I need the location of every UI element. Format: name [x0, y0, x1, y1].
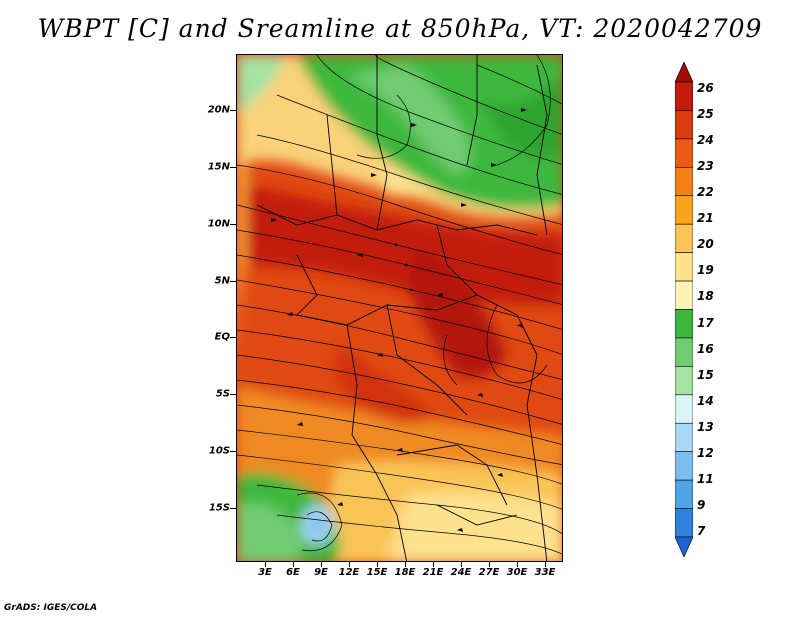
lon-label-21e: 21E [422, 567, 444, 578]
colorbar-segment [674, 479, 694, 509]
lat-tick [230, 224, 236, 225]
colorbar-label: 22 [697, 185, 714, 200]
colorbar-segment [674, 195, 694, 225]
wbpt-map [236, 54, 563, 562]
colorbar-segment [674, 252, 694, 282]
lat-tick [230, 167, 236, 168]
colorbar-label: 14 [697, 393, 714, 408]
colorbar-segment [674, 451, 694, 481]
lat-tick [230, 281, 236, 282]
lat-label-10n: 10N [207, 218, 230, 230]
colorbar-label: 11 [697, 471, 714, 486]
lon-label-15e: 15E [366, 567, 388, 578]
colorbar-label: 7 [697, 524, 706, 538]
colorbar-segment [674, 394, 694, 424]
colorbar-label: 17 [697, 315, 714, 330]
lon-label-33e: 33E [534, 567, 556, 578]
colorbar-label: 15 [697, 367, 714, 382]
colorbar-segment [674, 280, 694, 310]
colorbar-label: 26 [697, 81, 714, 95]
colorbar-segment [674, 422, 694, 452]
lon-label-18e: 18E [394, 567, 416, 578]
lon-label-6e: 6E [286, 567, 300, 578]
colorbar-label: 24 [697, 133, 714, 148]
lon-label-24e: 24E [450, 567, 472, 578]
lon-tick [293, 562, 294, 567]
lon-tick [349, 562, 350, 567]
lon-tick [489, 562, 490, 567]
lat-label-eq: EQ [214, 331, 230, 343]
colorbar-label: 19 [697, 263, 714, 278]
colorbar-label: 21 [697, 211, 714, 226]
colorbar-segment [674, 508, 694, 538]
colorbar-segment [674, 337, 694, 367]
lon-tick [265, 562, 266, 567]
lon-tick [405, 562, 406, 567]
temperature-field [237, 55, 562, 561]
lon-label-27e: 27E [478, 567, 500, 578]
lat-label-5n: 5N [214, 275, 230, 287]
lat-label-10s: 10S [208, 445, 230, 457]
streamline-arrows [271, 108, 527, 532]
lon-tick [545, 562, 546, 567]
lon-tick [461, 562, 462, 567]
colorbar-segment [674, 223, 694, 253]
lat-tick [230, 394, 236, 395]
colorbar-segment [674, 138, 694, 168]
lat-label-20n: 20N [207, 104, 230, 116]
footer-credit: GrADS: IGES/COLA [4, 603, 98, 613]
streamlines [237, 55, 562, 555]
lon-label-3e: 3E [258, 567, 272, 578]
colorbar-segment [674, 110, 694, 140]
country-borders [256, 55, 548, 561]
colorbar-label: 9 [697, 497, 706, 512]
lon-tick [433, 562, 434, 567]
colorbar-segment [674, 167, 694, 197]
colorbar-label: 18 [697, 289, 714, 304]
lon-label-9e: 9E [314, 567, 328, 578]
colorbar [674, 61, 694, 558]
colorbar-label: 23 [697, 159, 714, 174]
lat-tick [230, 451, 236, 452]
colorbar-label: 20 [697, 237, 714, 252]
lat-label-5s: 5S [215, 388, 230, 400]
colorbar-segment [674, 81, 694, 111]
lat-tick [230, 508, 236, 509]
colorbar-cap-bottom [674, 536, 694, 558]
colorbar-label: 12 [697, 445, 714, 460]
colorbar-segment [674, 366, 694, 396]
lat-label-15s: 15S [208, 502, 230, 514]
lon-tick [517, 562, 518, 567]
lon-tick [321, 562, 322, 567]
colorbar-label: 25 [697, 107, 714, 122]
colorbar-cap-top [674, 61, 694, 83]
lat-tick [230, 110, 236, 111]
lat-tick [230, 337, 236, 338]
lat-label-15n: 15N [207, 161, 230, 173]
colorbar-label: 16 [697, 341, 714, 356]
colorbar-segment [674, 309, 694, 339]
lon-label-12e: 12E [338, 567, 360, 578]
colorbar-label: 13 [697, 419, 714, 434]
lon-tick [377, 562, 378, 567]
map-title: WBPT [C] and Sreamline at 850hPa, VT: 20… [37, 14, 763, 43]
lon-label-30e: 30E [506, 567, 528, 578]
